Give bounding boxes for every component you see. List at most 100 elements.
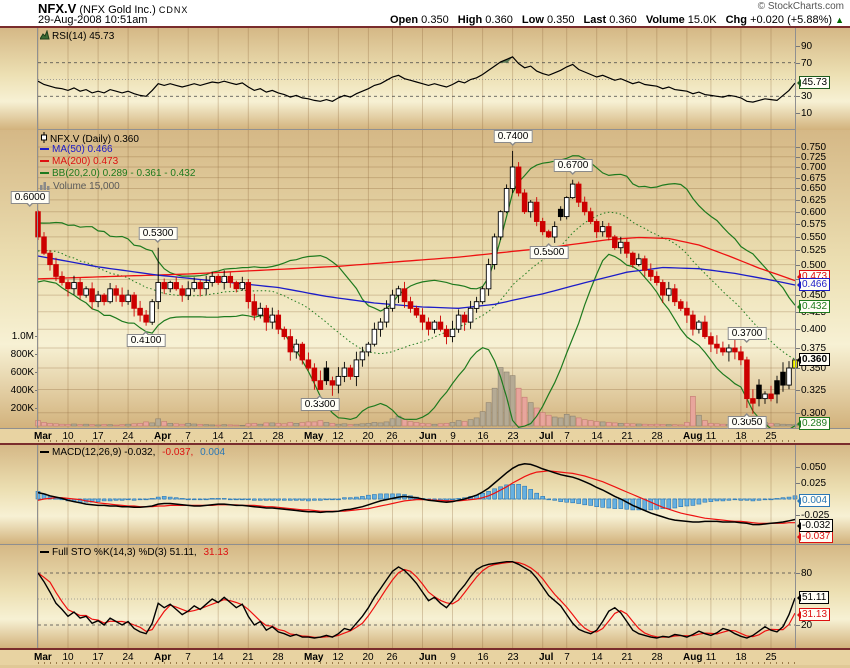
x-axis-day-label: 23: [507, 652, 519, 663]
volume-legend: Volume 15,000: [53, 181, 120, 192]
x-axis-day-label: 28: [272, 431, 284, 442]
macd-legend-hist: 0.004: [200, 447, 226, 458]
x-axis-month-label: Apr: [154, 652, 172, 663]
sto-legend-d: 31.13: [203, 547, 229, 558]
price-axis-label: 0.400: [801, 324, 827, 335]
volume-axis-label: 1.0M: [11, 331, 34, 342]
bottom-margin: [0, 665, 850, 668]
axis-value-box: 0.360: [797, 353, 831, 366]
price-annotation: 0.3700: [727, 327, 767, 343]
exchange-name: CDNX: [158, 5, 189, 15]
chg-label: Chg: [725, 14, 747, 26]
price-axis-label: 0.375: [801, 343, 827, 354]
up-arrow-icon: ▲: [835, 15, 844, 25]
x-axis-day-label: 14: [212, 652, 224, 663]
rsi-panel: RSI(14) 45.73 90 70 30 10 45.73: [0, 28, 850, 130]
macd-line-icon: [40, 451, 49, 453]
macd-legend-signal: -0.037,: [162, 447, 194, 458]
ticker-symbol: NFX.V: [38, 1, 77, 16]
last-label: Last: [583, 14, 607, 26]
ma50-legend: MA(50) 0.466: [52, 144, 113, 155]
x-axis-month-label: May: [304, 652, 324, 663]
volume-axis-label: 600K: [10, 367, 34, 378]
sto-legend-main: Full STO %K(14,3) %D(3) 51.11,: [52, 547, 197, 558]
axis-value-box: 45.73: [797, 76, 831, 89]
price-axis-label: 0.750: [801, 142, 827, 153]
macd-panel: MACD(12,26,9) -0.032, -0.037, 0.004 0.05…: [0, 445, 850, 545]
price-axis-label: 0.575: [801, 219, 827, 230]
x-axis-day-label: 14: [591, 652, 603, 663]
x-axis-day-label: 12: [332, 652, 344, 663]
copyright: © StockCharts.com: [757, 1, 844, 12]
x-axis-day-label: 10: [62, 652, 74, 663]
axis-value-box: 0.432: [797, 300, 831, 313]
rsi-legend: RSI(14) 45.73: [39, 29, 115, 44]
x-axis-day-label: 21: [242, 431, 254, 442]
macd-axis-label: 0.025: [801, 478, 827, 489]
x-axis-day-label: 7: [185, 431, 191, 442]
x-axis-day-label: 28: [651, 652, 663, 663]
sto-line-icon: [40, 551, 49, 553]
macd-plot: [35, 445, 798, 545]
open-label: Open: [389, 14, 419, 26]
price-axis-label: 0.325: [801, 385, 827, 396]
rsi-axis-label: 30: [801, 91, 813, 102]
x-axis-day-label: 7: [564, 652, 570, 663]
rsi-axis-label: 10: [801, 108, 813, 119]
axis-value-box: 0.289: [797, 417, 831, 430]
low-label: Low: [521, 14, 544, 26]
x-axis-day-label: 24: [122, 652, 134, 663]
volume-label: Volume: [645, 14, 685, 26]
x-axis-day-label: 16: [477, 652, 489, 663]
sto-axis-label: 80: [801, 568, 813, 579]
bb-line-icon: [40, 172, 49, 174]
bb-legend: BB(20,2.0) 0.289 - 0.361 - 0.432: [52, 168, 196, 179]
price-axis-label: 0.600: [801, 207, 827, 218]
rsi-legend-text: RSI(14) 45.73: [52, 31, 115, 42]
low-value: 0.350: [546, 14, 575, 26]
x-axis-month-label: Jul: [539, 652, 554, 663]
price-annotation: 0.7400: [493, 130, 533, 146]
price-plot: [35, 130, 798, 428]
price-panel: NFX.V (Daily) 0.360 MA(50) 0.466 MA(200)…: [0, 130, 850, 430]
candlestick-icon: [40, 132, 48, 147]
x-axis-month-label: Mar: [34, 431, 52, 442]
x-axis-day-label: 9: [450, 431, 456, 442]
x-axis-day-label: 24: [122, 431, 134, 442]
x-axis-month-label: Jul: [539, 431, 554, 442]
x-axis-day-label: 11: [705, 652, 717, 663]
x-axis-day-label: 18: [735, 652, 747, 663]
rsi-plot: [37, 28, 796, 130]
price-annotation: 0.6000: [10, 191, 50, 207]
stochastics-plot: [37, 545, 796, 648]
volume-axis-label: 800K: [10, 349, 34, 360]
price-annotation: 0.5500: [529, 243, 569, 259]
last-value: 0.360: [609, 14, 637, 26]
x-axis-day-label: 21: [242, 652, 254, 663]
axis-value-box: 51.11: [797, 591, 830, 604]
macd-legend-main: MACD(12,26,9) -0.032,: [52, 447, 156, 458]
price-axis-label: 0.625: [801, 195, 827, 206]
x-axis-day-label: 25: [765, 652, 777, 663]
x-axis-day-label: 23: [507, 431, 519, 442]
open-value: 0.350: [421, 14, 449, 26]
axis-value-box: 0.004: [797, 494, 831, 507]
sto-legend: Full STO %K(14,3) %D(3) 51.11, 31.13: [40, 547, 229, 559]
x-axis-month-label: Jun: [419, 431, 437, 442]
price-legend: NFX.V (Daily) 0.360 MA(50) 0.466 MA(200)…: [40, 132, 195, 192]
x-axis-day-label: 14: [591, 431, 603, 442]
x-axis-month-label: Jun: [419, 652, 437, 663]
x-axis-day-label: 12: [332, 431, 344, 442]
x-axis-bottom: Mar 10 17 24 Apr 7 14 21 28 May 12 20 26 Jun 9 16 23 Jul 7…: [0, 648, 850, 665]
company-name: (NFX Gold Inc.): [79, 4, 156, 16]
price-annotation: 0.3050: [727, 413, 767, 429]
x-axis-day-label: 18: [735, 431, 747, 442]
axis-value-box: -0.032: [797, 519, 834, 532]
x-axis-day-label: 9: [450, 652, 456, 663]
price-axis-label: 0.350: [801, 363, 827, 374]
x-axis-day-label: 17: [92, 431, 104, 442]
x-axis-day-label: 7: [564, 431, 570, 442]
x-axis-day-label: 7: [185, 652, 191, 663]
x-axis-day-label: 26: [386, 652, 398, 663]
